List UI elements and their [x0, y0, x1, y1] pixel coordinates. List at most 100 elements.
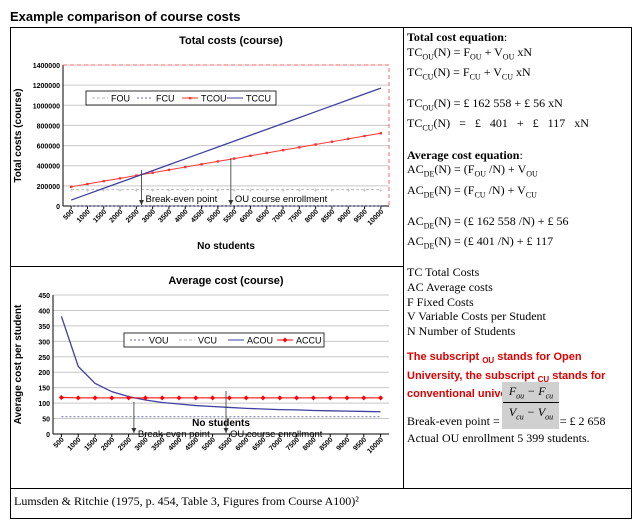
- y-tick-label: 0: [46, 432, 50, 439]
- series-marker-accu: [159, 395, 165, 401]
- series-marker-accu: [226, 395, 232, 401]
- x-tick-label: 2000: [108, 208, 124, 224]
- y-axis-label: Average cost per student: [13, 304, 24, 424]
- legend-label-fou: FOU: [111, 94, 130, 104]
- annotation-arrow: [131, 428, 137, 433]
- series-marker-accu: [176, 395, 182, 401]
- y-tick-label: 150: [38, 386, 50, 393]
- series-marker-tcou: [363, 134, 366, 138]
- legend-total-costs: TC Total Costs: [407, 265, 480, 280]
- series-marker-fou: +: [281, 188, 285, 195]
- series-marker-fou: +: [232, 188, 236, 195]
- tc-equation-cu: TCCU(N) = FCU + VCU xN: [407, 64, 531, 82]
- x-tick-label: 1500: [83, 436, 99, 452]
- series-marker-accu: [378, 395, 384, 401]
- x-tick-label: 3500: [157, 208, 173, 224]
- series-line-tccu: [70, 87, 382, 201]
- series-line-tcou: [71, 132, 381, 188]
- series-marker-accu: [310, 395, 316, 401]
- annotation-label: OU course enrollment: [235, 194, 328, 205]
- y-tick-label: 450: [38, 293, 50, 300]
- series-marker-tcou: [151, 171, 154, 174]
- x-tick-label: 500: [53, 436, 66, 449]
- annotation-arrow: [228, 200, 234, 205]
- y-axis-label: Total costs (course): [13, 88, 24, 182]
- x-tick-label: 9000: [335, 436, 351, 452]
- series-marker-fou: +: [134, 188, 138, 195]
- x-axis-label: No students: [192, 418, 250, 429]
- series-marker-fou: +: [297, 188, 301, 195]
- series-marker-accu: [92, 395, 98, 401]
- y-tick-label: 600000: [37, 144, 60, 151]
- series-marker-fou: +: [314, 188, 318, 195]
- series-marker-accu: [243, 395, 249, 401]
- fraction-denominator: Vcu − Vou: [508, 405, 554, 422]
- chart-legend: [123, 332, 325, 348]
- series-marker-tcou: [200, 163, 203, 166]
- y-tick-label: 1200000: [33, 83, 60, 90]
- annotation-arrow: [223, 428, 229, 433]
- x-tick-label: 10000: [366, 436, 385, 455]
- series-marker-accu: [344, 395, 350, 401]
- x-tick-label: 2500: [117, 436, 133, 452]
- plot-area: [53, 295, 389, 434]
- annotation-label: OU course enrollment: [230, 429, 323, 440]
- ac-numeric-cu: ACDE(N) = (£ 401 /N) + £ 117: [407, 233, 554, 251]
- series-marker-tcou: [265, 151, 268, 155]
- series-marker-tcou: [314, 143, 317, 146]
- series-marker-tcou: [118, 177, 122, 180]
- series-marker-tcou: [86, 182, 89, 186]
- series-marker-accu: [210, 395, 216, 401]
- y-tick-label: 50: [42, 417, 50, 424]
- series-marker-fou: +: [167, 188, 171, 195]
- legend-fixed-costs: F Fixed Costs: [407, 294, 474, 309]
- chart-title: Total costs (course): [179, 35, 283, 47]
- legend-label-vcu: VCU: [198, 336, 217, 346]
- series-marker-fou: +: [379, 188, 383, 195]
- equations-panel: Total cost equation: TCOU(N) = FOU + VOU…: [407, 30, 629, 486]
- series-marker-accu: [294, 395, 300, 401]
- series-marker-accu: [58, 395, 64, 401]
- tc-numeric-ou: TCOU(N) = £ 162 558 + £ 56 xN: [407, 96, 563, 113]
- x-tick-label: 5000: [206, 208, 222, 224]
- series-marker-fou: +: [69, 188, 73, 195]
- legend-marker-tcou: [189, 97, 192, 100]
- legend-label-tccu: TCCU: [246, 94, 271, 104]
- series-marker-fou: +: [346, 188, 350, 195]
- series-marker-tcou: [347, 137, 350, 141]
- x-tick-label: 2000: [100, 436, 116, 452]
- y-tick-label: 200: [38, 370, 50, 377]
- series-marker-tcou: [379, 132, 383, 135]
- annotation-label: Break-even point: [146, 194, 218, 205]
- break-even-value: = £ 2 658: [559, 414, 606, 428]
- x-axis-label: No students: [197, 241, 255, 252]
- chart-legend: [85, 90, 277, 106]
- series-line-acou: [60, 316, 381, 413]
- x-tick-label: 4500: [190, 208, 206, 224]
- average-cost-heading: Average cost equation: [407, 147, 520, 162]
- break-even-line: Break-even point = = £ 2 658: [407, 414, 606, 429]
- series-marker-tcou: [102, 179, 105, 183]
- x-tick-label: 4000: [174, 208, 190, 224]
- legend-label-acou: ACOU: [247, 336, 273, 346]
- table-divider-charts: [10, 266, 404, 267]
- series-marker-fou: +: [248, 188, 252, 195]
- ac-numeric-ou: ACDE(N) = (£ 162 558 /N) + £ 56: [407, 213, 569, 231]
- y-tick-label: 250: [38, 355, 50, 362]
- page-title: Example comparison of course costs: [10, 9, 241, 24]
- series-marker-accu: [126, 395, 132, 401]
- series-marker-accu: [277, 395, 283, 401]
- x-tick-label: 1500: [92, 208, 108, 224]
- chart-title: Average cost (course): [168, 275, 283, 287]
- comparison-table: [10, 27, 632, 519]
- series-marker-fou: +: [183, 188, 187, 195]
- series-marker-tcou: [330, 140, 334, 143]
- plot-area: [63, 65, 389, 206]
- legend-average-costs: AC Average costs: [407, 279, 493, 294]
- y-tick-label: 400000: [37, 164, 60, 171]
- tc-numeric-cu: TCCU(N) = £ 401 + £ 117 xN: [407, 116, 589, 133]
- average-cost-chart: Average cost (course) 0 50 100 150 200 250 300 3…: [13, 275, 389, 455]
- series-marker-accu: [260, 395, 266, 401]
- y-tick-label: 400: [38, 308, 50, 315]
- series-marker-tcou: [298, 146, 301, 149]
